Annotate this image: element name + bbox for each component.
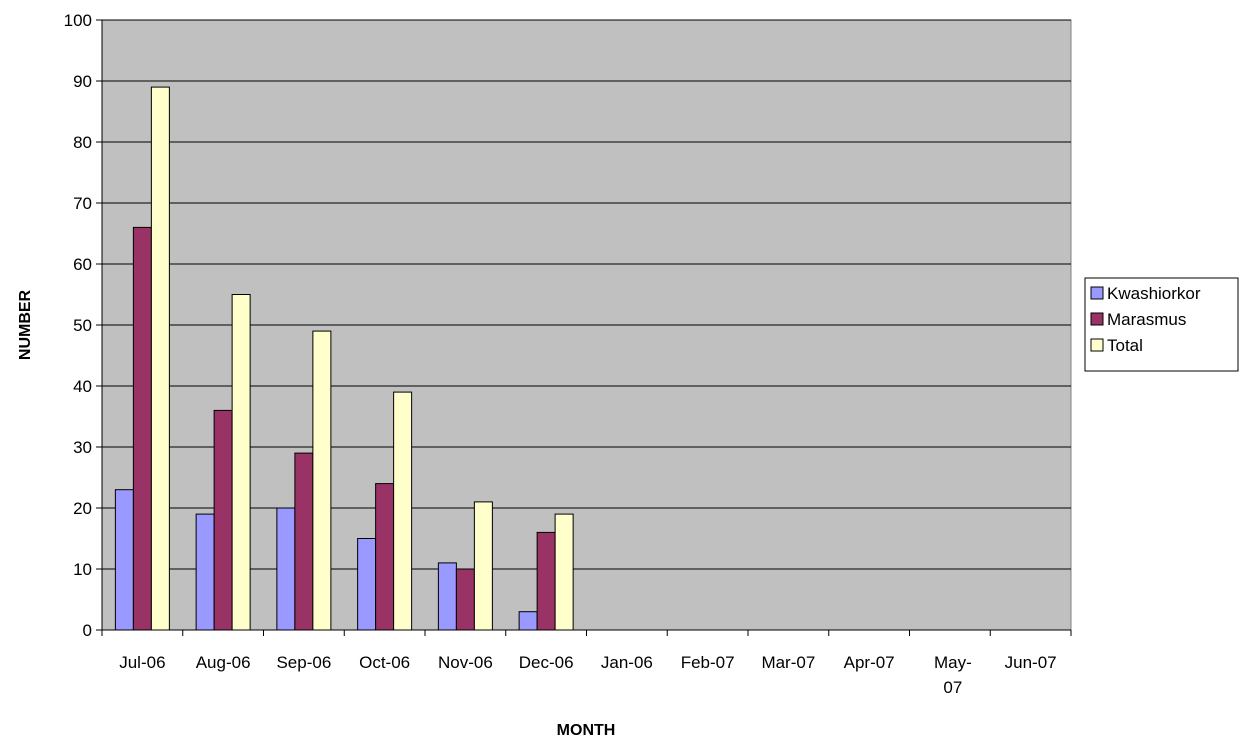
legend-swatch bbox=[1090, 338, 1104, 352]
legend-swatch bbox=[1090, 286, 1104, 300]
x-tick-label: Jan-06 bbox=[601, 653, 653, 672]
x-tick-label: Aug-06 bbox=[196, 653, 251, 672]
y-tick-label: 50 bbox=[73, 316, 92, 335]
x-axis-title: MONTH bbox=[557, 722, 616, 739]
bar-marasmus bbox=[375, 483, 395, 631]
x-tick-label: Mar-07 bbox=[761, 653, 815, 672]
legend-label: Marasmus bbox=[1107, 310, 1186, 329]
bars bbox=[114, 86, 574, 631]
y-tick-label: 10 bbox=[73, 560, 92, 579]
x-tick-label: Feb-07 bbox=[681, 653, 735, 672]
bar-total bbox=[473, 501, 493, 631]
y-axis-ticks: 0 10 20 30 40 50 60 70 80 90 100 bbox=[64, 11, 102, 640]
bar-total bbox=[150, 86, 170, 631]
x-tick-label: Jun-07 bbox=[1005, 653, 1057, 672]
legend-swatch bbox=[1090, 312, 1104, 326]
bar-total bbox=[554, 513, 574, 631]
x-tick-label: Nov-06 bbox=[438, 653, 493, 672]
bar-kwashiorkor bbox=[195, 513, 215, 631]
y-tick-label: 40 bbox=[73, 377, 92, 396]
x-tick-label: Apr-07 bbox=[844, 653, 895, 672]
x-axis-ticks: Jul-06 Aug-06 Sep-06 Oct-06 Nov-06 Dec-06 Jan-… bbox=[101, 630, 1072, 697]
bar-kwashiorkor bbox=[357, 538, 377, 631]
legend: Kwashiorkor Marasmus Total bbox=[1084, 277, 1239, 372]
bar-kwashiorkor bbox=[114, 489, 134, 631]
x-tick-label: May-07 bbox=[934, 653, 972, 697]
bar-marasmus bbox=[213, 409, 233, 631]
y-tick-label: 100 bbox=[64, 11, 92, 30]
legend-box bbox=[1084, 277, 1239, 372]
bar-kwashiorkor bbox=[437, 562, 457, 631]
y-axis-title: NUMBER bbox=[17, 289, 34, 360]
legend-label: Kwashiorkor bbox=[1107, 284, 1201, 303]
x-tick-label: Sep-06 bbox=[276, 653, 331, 672]
legend-label: Total bbox=[1107, 336, 1143, 355]
y-tick-label: 0 bbox=[83, 621, 92, 640]
x-tick-label: Dec-06 bbox=[519, 653, 574, 672]
x-tick-label: Oct-06 bbox=[359, 653, 410, 672]
y-tick-label: 30 bbox=[73, 438, 92, 457]
bar-kwashiorkor bbox=[518, 611, 538, 631]
gridlines bbox=[102, 19, 1071, 570]
bar-kwashiorkor bbox=[276, 507, 296, 631]
y-tick-label: 60 bbox=[73, 255, 92, 274]
bar-marasmus bbox=[294, 452, 314, 631]
bar-total bbox=[312, 330, 332, 631]
y-tick-label: 80 bbox=[73, 133, 92, 152]
bar-marasmus bbox=[536, 531, 556, 631]
bar-total bbox=[393, 391, 413, 631]
y-tick-label: 90 bbox=[73, 72, 92, 91]
bar-marasmus bbox=[132, 226, 152, 631]
bar-marasmus bbox=[455, 568, 475, 631]
y-tick-label: 20 bbox=[73, 499, 92, 518]
y-tick-label: 70 bbox=[73, 194, 92, 213]
x-tick-label: Jul-06 bbox=[119, 653, 165, 672]
bar-total bbox=[231, 294, 251, 631]
